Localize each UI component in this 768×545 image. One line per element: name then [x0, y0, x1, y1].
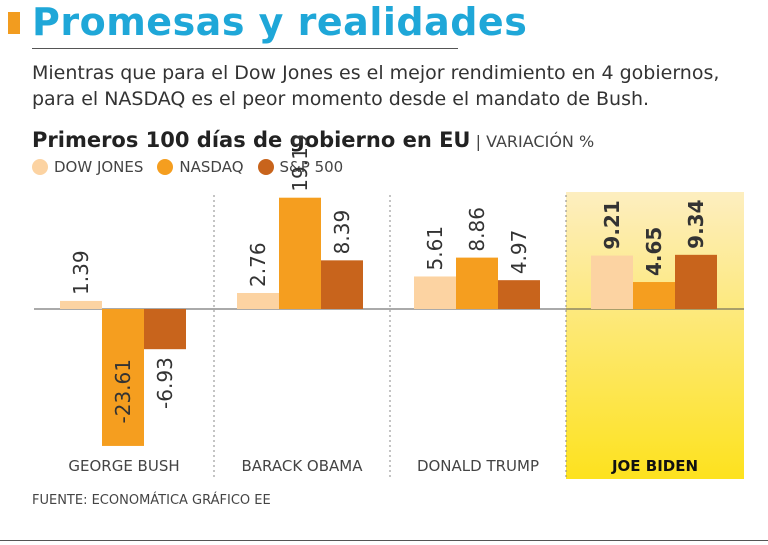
subtitle-line-2: para el NASDAQ es el peor momento desde … [32, 88, 650, 110]
value-label: 4.97 [507, 230, 531, 275]
chart-title: Primeros 100 días de gobierno en EU [32, 128, 471, 152]
chart-separator: | [470, 132, 487, 151]
value-label: 9.21 [600, 200, 624, 249]
bar-nasdaq [456, 257, 498, 309]
chart-unit-label: VARIACIÓN % [486, 132, 595, 151]
legend-swatch-dow [32, 159, 48, 175]
bar-s-p-500 [321, 260, 363, 309]
value-label: 19.19 [288, 134, 312, 191]
subtitle: Mientras que para el Dow Jones es el mej… [32, 60, 752, 112]
bar-s-p-500 [498, 280, 540, 309]
legend-label-nasdaq: NASDAQ [179, 158, 244, 176]
highlight-background [566, 192, 744, 479]
bar-dow-jones [237, 292, 279, 309]
chart-heading: Primeros 100 días de gobierno en EU | VA… [32, 128, 594, 152]
bar-dow-jones [414, 276, 456, 309]
title-accent-bar [8, 12, 20, 34]
title-divider [32, 48, 458, 49]
value-label: 9.34 [684, 199, 708, 248]
value-label: 1.39 [69, 250, 93, 295]
source-note: FUENTE: ECONOMÁTICA GRÁFICO EE [32, 493, 271, 508]
legend-label-sp500: S&P 500 [279, 158, 344, 176]
bar-s-p-500 [675, 254, 717, 309]
bar-s-p-500 [144, 309, 186, 350]
bar-nasdaq [102, 309, 144, 446]
value-label: 8.39 [330, 210, 354, 255]
value-label: 4.65 [642, 227, 666, 276]
chart-legend: DOW JONES NASDAQ S&P 500 [32, 158, 343, 176]
value-label: 5.61 [423, 226, 447, 271]
bottom-divider [0, 540, 768, 541]
value-label: -6.93 [153, 357, 177, 409]
bar-dow-jones [60, 300, 102, 309]
value-label: 2.76 [246, 242, 270, 287]
bar-dow-jones [591, 255, 633, 309]
category-label: DONALD TRUMP [417, 457, 539, 475]
legend-swatch-sp500 [257, 159, 274, 175]
category-label: BARACK OBAMA [241, 457, 363, 475]
page-title: Promesas y realidades [32, 0, 528, 44]
legend-item-sp500: S&P 500 [257, 158, 344, 176]
bar-nasdaq [633, 282, 675, 309]
category-label: JOE BIDEN [611, 457, 698, 475]
legend-swatch-nasdaq [157, 159, 174, 175]
legend-label-dow: DOW JONES [54, 158, 144, 176]
value-label: 8.86 [465, 207, 489, 252]
legend-item-nasdaq: NASDAQ [157, 158, 244, 176]
bar-nasdaq [279, 197, 321, 309]
value-label: -23.61 [111, 359, 135, 423]
legend-item-dow: DOW JONES [32, 158, 143, 176]
subtitle-line-1: Mientras que para el Dow Jones es el mej… [32, 62, 720, 84]
category-label: GEORGE BUSH [68, 457, 179, 475]
